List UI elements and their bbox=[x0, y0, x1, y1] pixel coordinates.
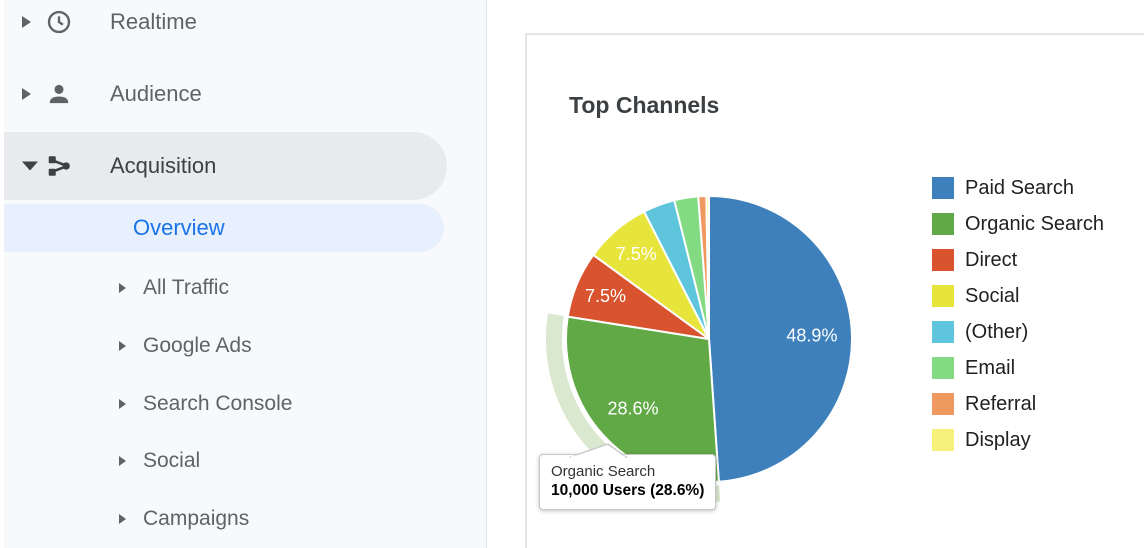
person-icon bbox=[46, 81, 72, 107]
sidebar-item-label: Campaigns bbox=[143, 507, 250, 530]
chevron-right-icon[interactable] bbox=[119, 341, 126, 351]
sidebar-item-label: Audience bbox=[110, 81, 202, 106]
chevron-right-icon[interactable] bbox=[119, 283, 126, 293]
legend-label: Email bbox=[965, 356, 1016, 379]
sidebar-item-social[interactable]: Social bbox=[0, 439, 486, 483]
acquisition-icon bbox=[46, 153, 72, 179]
legend-item-paid-search: Paid Search bbox=[932, 177, 1104, 199]
legend-item-referral: Referral bbox=[932, 393, 1104, 415]
legend-swatch bbox=[932, 285, 954, 307]
tooltip-channel: Organic Search bbox=[551, 463, 656, 480]
legend-swatch bbox=[932, 213, 954, 235]
chart-tooltip: Organic Search 10,000 Users (28.6%) bbox=[539, 443, 717, 510]
pie-slice-display[interactable] bbox=[705, 194, 710, 340]
pie-legend: Paid Search Organic Search Direct Social (Ot… bbox=[932, 177, 1104, 451]
legend-swatch bbox=[932, 321, 954, 343]
legend-label: Display bbox=[965, 428, 1031, 451]
slice-label-organic-search: 28.6% bbox=[608, 399, 659, 419]
legend-label: Paid Search bbox=[965, 176, 1074, 199]
sidebar-item-label: Google Ads bbox=[143, 334, 252, 357]
top-channels-card: Top Channels 48.9% 28.6% 7.5% 7.5% Paid Sea… bbox=[525, 33, 1144, 548]
legend-item-email: Email bbox=[932, 357, 1104, 379]
sidebar-item-campaigns[interactable]: Campaigns bbox=[0, 497, 486, 541]
legend-label: Referral bbox=[965, 392, 1037, 415]
legend-label: Social bbox=[965, 284, 1020, 307]
top-channels-pie-chart: 48.9% 28.6% 7.5% 7.5% bbox=[546, 194, 854, 502]
sidebar-gutter bbox=[0, 0, 4, 548]
slice-label-direct: 7.5% bbox=[585, 286, 626, 306]
sidebar-item-label: All Traffic bbox=[143, 276, 229, 299]
chevron-right-icon[interactable] bbox=[119, 399, 126, 409]
legend-swatch bbox=[932, 177, 954, 199]
sidebar-item-label: Overview bbox=[133, 215, 225, 240]
slice-label-social: 7.5% bbox=[616, 244, 657, 264]
sidebar-item-overview[interactable]: Overview bbox=[4, 204, 444, 252]
sidebar-item-acquisition[interactable]: Acquisition bbox=[4, 132, 447, 200]
legend-label: Organic Search bbox=[965, 212, 1104, 235]
legend-swatch bbox=[932, 393, 954, 415]
sidebar-item-search-console[interactable]: Search Console bbox=[0, 382, 486, 426]
legend-item-display: Display bbox=[932, 429, 1104, 451]
legend-item-organic-search: Organic Search bbox=[932, 213, 1104, 235]
legend-label: (Other) bbox=[965, 320, 1029, 343]
legend-swatch bbox=[932, 429, 954, 451]
chevron-right-icon[interactable] bbox=[22, 88, 31, 100]
legend-item-other: (Other) bbox=[932, 321, 1104, 343]
tooltip-pointer bbox=[569, 443, 629, 458]
sidebar-item-realtime[interactable]: Realtime bbox=[0, 0, 486, 44]
sidebar-item-audience[interactable]: Audience bbox=[0, 72, 486, 116]
card-title: Top Channels bbox=[569, 92, 720, 118]
legend-item-direct: Direct bbox=[932, 249, 1104, 271]
legend-swatch bbox=[932, 357, 954, 379]
legend-swatch bbox=[932, 249, 954, 271]
legend-item-social: Social bbox=[932, 285, 1104, 307]
chevron-right-icon[interactable] bbox=[119, 514, 126, 524]
sidebar-item-all-traffic[interactable]: All Traffic bbox=[0, 266, 486, 310]
sidebar-item-label: Search Console bbox=[143, 392, 293, 415]
sidebar-item-label: Acquisition bbox=[110, 153, 217, 178]
sidebar-item-label: Realtime bbox=[110, 9, 197, 34]
tooltip-value: 10,000 Users (28.6%) bbox=[551, 482, 705, 499]
sidebar-item-google-ads[interactable]: Google Ads bbox=[0, 324, 486, 368]
chevron-down-icon[interactable] bbox=[22, 161, 38, 171]
clock-icon bbox=[46, 9, 72, 35]
sidebar-item-label: Social bbox=[143, 449, 201, 472]
sidebar: Realtime Audience Acqu bbox=[0, 0, 487, 548]
chevron-right-icon[interactable] bbox=[119, 456, 126, 466]
slice-label-paid-search: 48.9% bbox=[786, 325, 837, 345]
legend-label: Direct bbox=[965, 248, 1018, 271]
chevron-right-icon[interactable] bbox=[22, 16, 31, 28]
pie-slice-paid-search[interactable] bbox=[708, 195, 854, 483]
